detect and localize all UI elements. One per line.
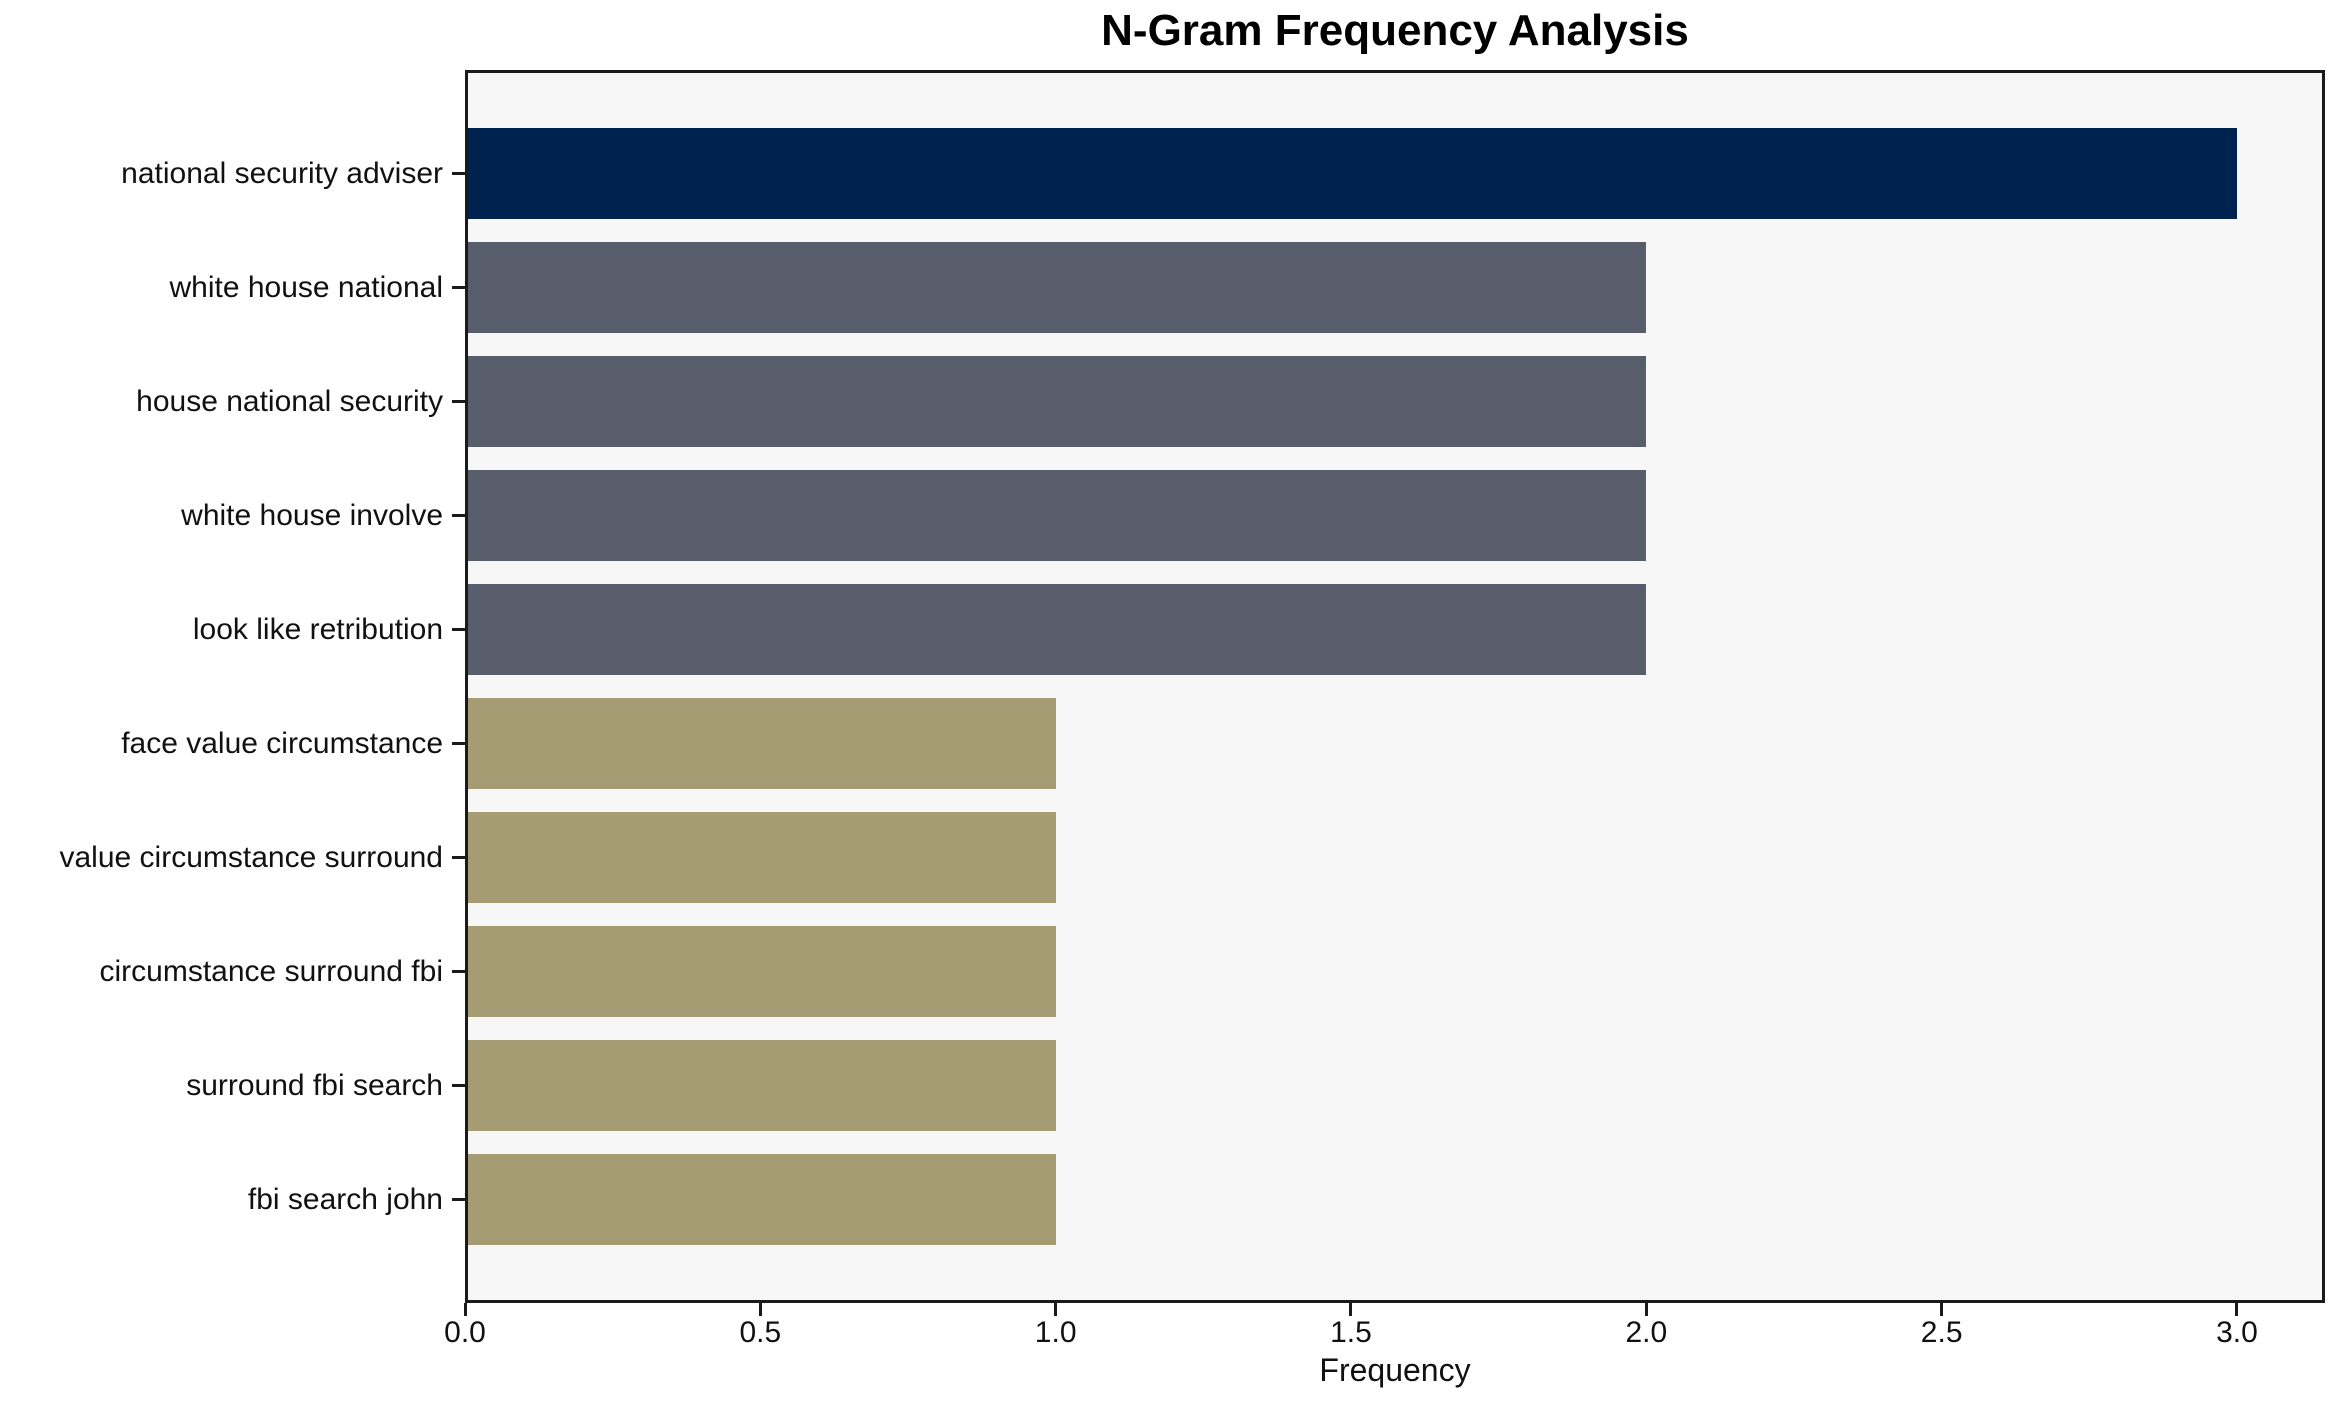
bar bbox=[465, 1154, 1056, 1245]
y-tick-mark bbox=[452, 742, 465, 745]
y-tick-mark bbox=[452, 1198, 465, 1201]
x-tick-label: 2.5 bbox=[1920, 1316, 1963, 1349]
y-tick-label: face value circumstance bbox=[121, 726, 443, 760]
y-tick-label: national security adviser bbox=[121, 156, 443, 190]
bar bbox=[465, 698, 1056, 789]
y-tick-mark bbox=[452, 514, 465, 517]
x-tick-label: 3.0 bbox=[2216, 1316, 2258, 1349]
bar bbox=[465, 1040, 1056, 1131]
y-tick-mark bbox=[452, 628, 465, 631]
x-tick-mark bbox=[463, 1303, 467, 1316]
x-tick-label: 2.0 bbox=[1625, 1316, 1668, 1349]
bar bbox=[465, 242, 1647, 333]
x-tick-label: 0.0 bbox=[444, 1316, 486, 1349]
x-tick-mark bbox=[2235, 1303, 2239, 1316]
x-tick-label: 1.0 bbox=[1034, 1316, 1077, 1349]
plot-area bbox=[465, 70, 2325, 1303]
bar bbox=[465, 356, 1647, 447]
y-tick-label: circumstance surround fbi bbox=[99, 954, 443, 988]
y-tick-mark bbox=[452, 856, 465, 859]
y-tick-label: value circumstance surround bbox=[59, 840, 443, 874]
y-tick-mark bbox=[452, 172, 465, 175]
x-tick-mark bbox=[1349, 1303, 1353, 1316]
y-tick-mark bbox=[452, 286, 465, 289]
bar bbox=[465, 128, 2237, 219]
x-tick-mark bbox=[758, 1303, 762, 1316]
y-tick-label: surround fbi search bbox=[186, 1068, 443, 1102]
y-tick-label: house national security bbox=[136, 384, 443, 418]
bar bbox=[465, 812, 1056, 903]
y-tick-mark bbox=[452, 400, 465, 403]
y-tick-mark bbox=[452, 970, 465, 973]
bar bbox=[465, 926, 1056, 1017]
y-tick-label: fbi search john bbox=[247, 1182, 443, 1216]
x-tick-label: 1.5 bbox=[1330, 1316, 1372, 1349]
y-tick-label: white house involve bbox=[181, 498, 443, 532]
bar bbox=[465, 584, 1647, 675]
x-tick-label: 0.5 bbox=[739, 1316, 782, 1349]
x-axis-title: Frequency bbox=[1319, 1352, 1471, 1388]
bar bbox=[465, 470, 1647, 561]
y-tick-mark bbox=[452, 1084, 465, 1087]
x-tick-mark bbox=[1054, 1303, 1058, 1316]
y-tick-label: white house national bbox=[169, 270, 443, 304]
y-tick-label: look like retribution bbox=[192, 612, 443, 646]
chart-title: N-Gram Frequency Analysis bbox=[1101, 6, 1689, 55]
x-tick-mark bbox=[1644, 1303, 1648, 1316]
x-tick-mark bbox=[1940, 1303, 1944, 1316]
